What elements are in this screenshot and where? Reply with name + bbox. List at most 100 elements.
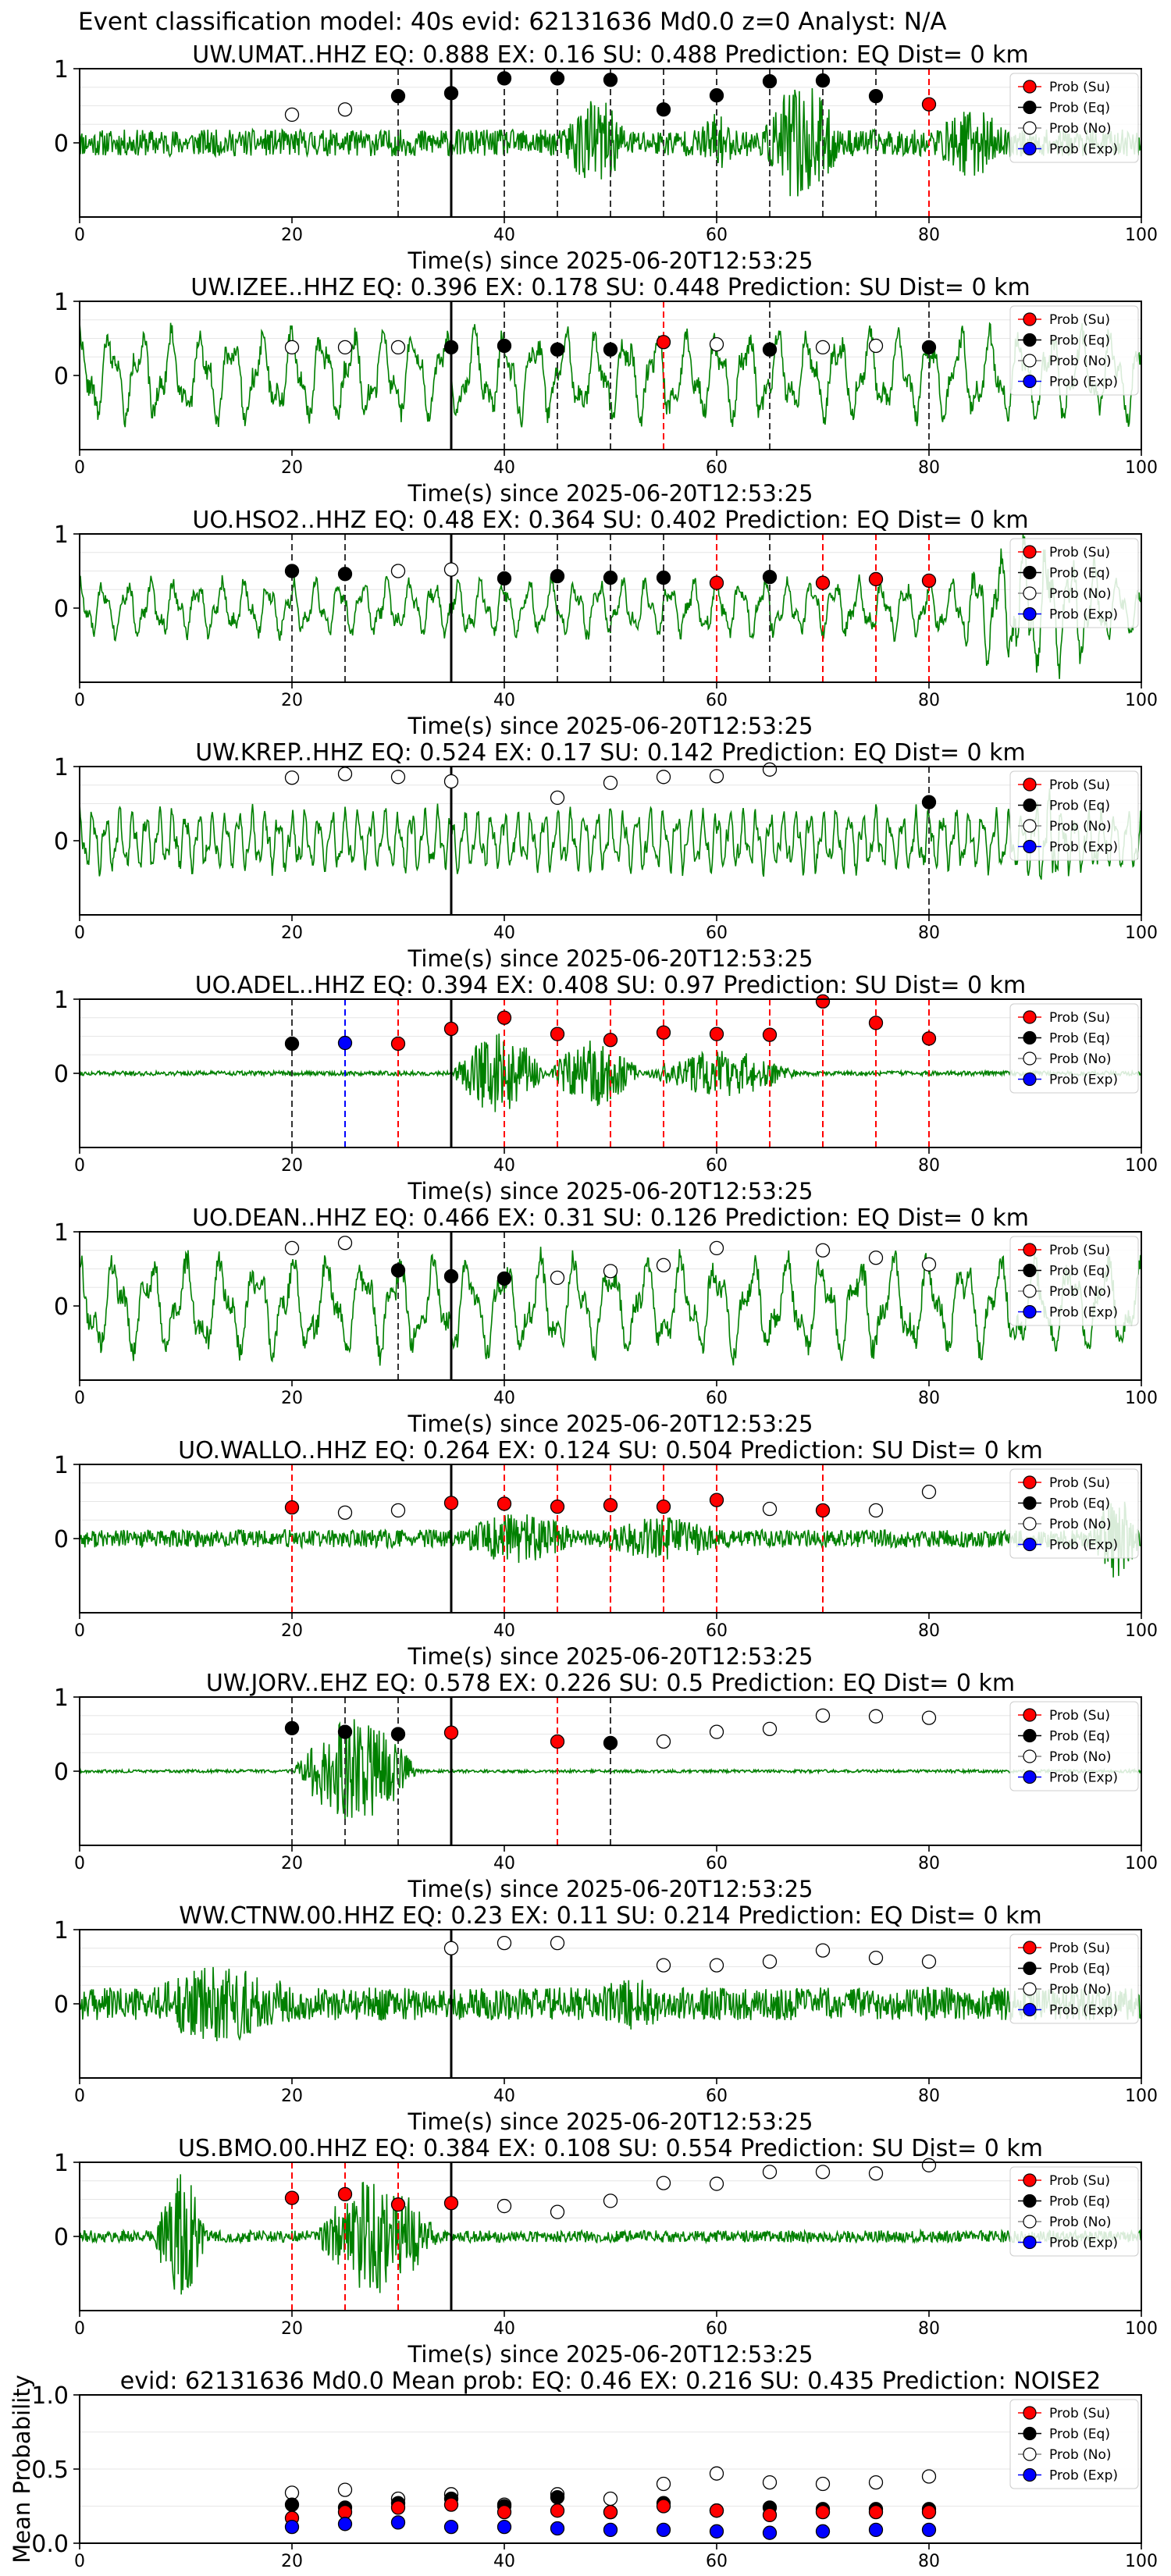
prob-point-eq bbox=[284, 1036, 300, 1051]
x-tick-label: 40 bbox=[493, 2319, 515, 2339]
plot-area bbox=[80, 301, 1141, 450]
panel-4: UW.KREP..HHZ EQ: 0.524 EX: 0.17 SU: 0.14… bbox=[54, 739, 1158, 972]
y-tick-label: 0.5 bbox=[31, 2457, 69, 2484]
prob-point-no bbox=[390, 770, 406, 785]
legend-marker-su bbox=[1023, 1475, 1037, 1489]
prob-point-su bbox=[815, 2504, 831, 2520]
y-tick-label: 1 bbox=[54, 1685, 69, 1712]
x-tick-label: 80 bbox=[918, 1389, 940, 1408]
legend-label-no: Prob (No) bbox=[1049, 1982, 1112, 1998]
prob-point-no bbox=[497, 1935, 512, 1951]
y-tick-label: 1 bbox=[54, 754, 69, 781]
plot-area bbox=[80, 1697, 1141, 1845]
legend-box bbox=[1009, 1701, 1139, 1791]
x-tick-label: 60 bbox=[706, 1854, 728, 1873]
prob-point-eq bbox=[550, 342, 565, 357]
x-tick-label: 0 bbox=[74, 1854, 85, 1873]
legend-marker-no bbox=[1023, 819, 1037, 833]
legend-marker-eq bbox=[1023, 1263, 1037, 1278]
prob-point-no bbox=[443, 562, 459, 577]
x-axis-label: Time(s) since 2025-06-20T12:53:25 bbox=[408, 713, 813, 739]
legend-label-exp: Prob (Exp) bbox=[1049, 2468, 1118, 2484]
legend-marker-eq bbox=[1023, 1728, 1037, 1743]
legend: Prob (Su) Prob (Eq) Prob (No) Prob (Exp) bbox=[1009, 1701, 1139, 1791]
prob-point-eq bbox=[443, 86, 459, 101]
prob-point-eq bbox=[762, 342, 778, 357]
figure-suptitle: Event classification model: 40s evid: 62… bbox=[78, 8, 947, 36]
prob-point-eq bbox=[497, 1271, 512, 1286]
legend-label-no: Prob (No) bbox=[1049, 586, 1112, 602]
prob-point-no bbox=[709, 1958, 724, 1973]
y-tick-label: 0 bbox=[54, 2224, 69, 2251]
y-tick-label: 1 bbox=[54, 987, 69, 1014]
prob-point-no bbox=[709, 1240, 724, 1256]
legend-marker-su bbox=[1023, 2406, 1037, 2420]
prob-point-exp bbox=[762, 2525, 778, 2540]
legend-marker-eq bbox=[1023, 100, 1037, 115]
legend: Prob (Su) Prob (Eq) Prob (No) Prob (Exp) bbox=[1009, 73, 1139, 163]
prob-point-no bbox=[284, 1240, 300, 1256]
x-tick-label: 80 bbox=[918, 458, 940, 478]
legend-label-eq: Prob (Eq) bbox=[1049, 333, 1110, 349]
legend-marker-eq bbox=[1023, 1030, 1037, 1045]
y-tick-label: 0 bbox=[54, 363, 69, 390]
prob-point-su bbox=[603, 1033, 618, 1048]
prob-point-exp bbox=[815, 2524, 831, 2539]
panel-8: UW.JORV..EHZ EQ: 0.578 EX: 0.226 SU: 0.5… bbox=[54, 1670, 1158, 1902]
prob-point-no bbox=[284, 2485, 300, 2500]
prob-point-no bbox=[603, 1264, 618, 1279]
prob-point-no bbox=[815, 1708, 831, 1723]
prob-point-no bbox=[815, 2476, 831, 2492]
legend-box bbox=[1009, 2399, 1139, 2489]
legend-marker-exp bbox=[1023, 374, 1037, 389]
legend-marker-eq bbox=[1023, 1961, 1037, 1976]
x-tick-label: 40 bbox=[493, 1854, 515, 1873]
prob-point-no bbox=[709, 2176, 724, 2191]
prob-point-no bbox=[709, 769, 724, 784]
prob-point-no bbox=[656, 2176, 671, 2190]
legend-marker-exp bbox=[1023, 1072, 1037, 1087]
y-tick-label: 0 bbox=[54, 1061, 69, 1088]
y-tick-label: 0 bbox=[54, 828, 69, 856]
prob-point-su bbox=[443, 1021, 459, 1037]
panel-title: UW.IZEE..HHZ EQ: 0.396 EX: 0.178 SU: 0.4… bbox=[190, 274, 1030, 301]
panel-title: UO.HSO2..HHZ EQ: 0.48 EX: 0.364 SU: 0.40… bbox=[192, 507, 1028, 534]
panel-title: UO.WALLO..HHZ EQ: 0.264 EX: 0.124 SU: 0.… bbox=[178, 1437, 1043, 1464]
x-tick-label: 20 bbox=[281, 691, 303, 710]
prob-point-su bbox=[921, 573, 937, 588]
panel-7: UO.WALLO..HHZ EQ: 0.264 EX: 0.124 SU: 0.… bbox=[54, 1437, 1158, 1670]
prob-point-no bbox=[762, 2165, 778, 2179]
waveform-line bbox=[80, 788, 1141, 880]
panels: UW.UMAT..HHZ EQ: 0.888 EX: 0.16 SU: 0.48… bbox=[9, 41, 1158, 2571]
prob-point-su bbox=[709, 575, 724, 590]
prob-point-exp bbox=[390, 2515, 406, 2530]
prob-point-no bbox=[815, 1943, 831, 1958]
prob-point-su bbox=[815, 1503, 831, 1518]
prob-point-exp bbox=[921, 2522, 937, 2538]
prob-point-su bbox=[709, 1026, 724, 1041]
prob-point-no bbox=[337, 1236, 353, 1251]
plot-area bbox=[80, 534, 1141, 682]
prob-point-no bbox=[550, 1270, 565, 1286]
plot-area bbox=[80, 2162, 1141, 2311]
legend-label-no: Prob (No) bbox=[1049, 2447, 1112, 2463]
x-tick-label: 100 bbox=[1125, 2319, 1158, 2339]
prob-point-eq bbox=[284, 2497, 300, 2512]
legend-label-exp: Prob (Exp) bbox=[1049, 607, 1118, 623]
plot-area bbox=[80, 1232, 1141, 1380]
prob-point-no bbox=[390, 340, 406, 355]
panel-title: UW.UMAT..HHZ EQ: 0.888 EX: 0.16 SU: 0.48… bbox=[192, 41, 1028, 69]
x-tick-label: 40 bbox=[493, 226, 515, 245]
x-tick-label: 100 bbox=[1125, 458, 1158, 478]
x-tick-label: 20 bbox=[281, 226, 303, 245]
prob-point-su bbox=[337, 2504, 353, 2520]
y-tick-label: 0 bbox=[54, 1526, 69, 1553]
legend-marker-su bbox=[1023, 1243, 1037, 1257]
legend-label-eq: Prob (Eq) bbox=[1049, 1264, 1110, 1279]
legend-marker-eq bbox=[1023, 333, 1037, 347]
legend-label-exp: Prob (Exp) bbox=[1049, 142, 1118, 158]
prob-point-eq bbox=[443, 1268, 459, 1284]
y-tick-label: 1 bbox=[54, 521, 69, 549]
waveform-line bbox=[80, 1966, 1141, 2041]
x-tick-label: 20 bbox=[281, 1156, 303, 1176]
